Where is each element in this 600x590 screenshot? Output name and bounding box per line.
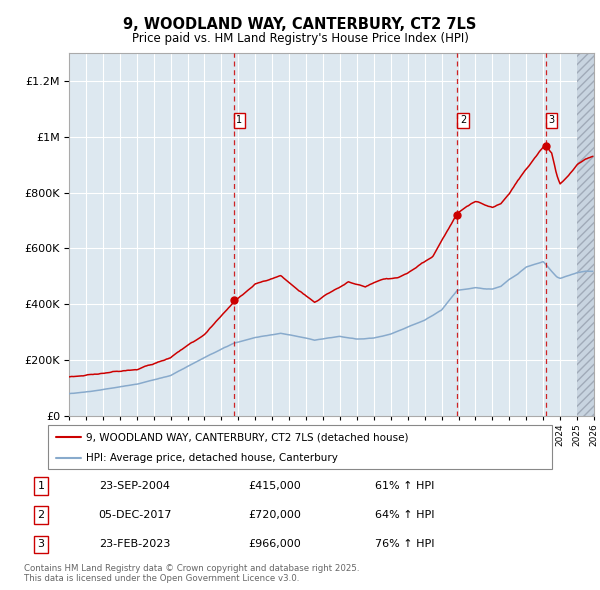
Text: 9, WOODLAND WAY, CANTERBURY, CT2 7LS: 9, WOODLAND WAY, CANTERBURY, CT2 7LS <box>124 17 476 31</box>
Text: 1: 1 <box>38 481 44 491</box>
Text: 1: 1 <box>236 115 242 125</box>
Bar <box>577 53 594 416</box>
Text: 3: 3 <box>38 539 44 549</box>
Text: 23-SEP-2004: 23-SEP-2004 <box>98 481 170 491</box>
Text: £720,000: £720,000 <box>248 510 301 520</box>
Text: 76% ↑ HPI: 76% ↑ HPI <box>375 539 434 549</box>
Text: £415,000: £415,000 <box>248 481 301 491</box>
Text: 64% ↑ HPI: 64% ↑ HPI <box>375 510 434 520</box>
Text: Price paid vs. HM Land Registry's House Price Index (HPI): Price paid vs. HM Land Registry's House … <box>131 32 469 45</box>
Text: HPI: Average price, detached house, Canterbury: HPI: Average price, detached house, Cant… <box>86 453 338 463</box>
Text: This data is licensed under the Open Government Licence v3.0.: This data is licensed under the Open Gov… <box>24 574 299 583</box>
Text: 2: 2 <box>460 115 466 125</box>
Text: 23-FEB-2023: 23-FEB-2023 <box>98 539 170 549</box>
Text: 2: 2 <box>37 510 44 520</box>
Text: 3: 3 <box>548 115 554 125</box>
Text: Contains HM Land Registry data © Crown copyright and database right 2025.: Contains HM Land Registry data © Crown c… <box>24 563 359 572</box>
Text: 61% ↑ HPI: 61% ↑ HPI <box>375 481 434 491</box>
Text: 9, WOODLAND WAY, CANTERBURY, CT2 7LS (detached house): 9, WOODLAND WAY, CANTERBURY, CT2 7LS (de… <box>86 432 409 442</box>
FancyBboxPatch shape <box>48 425 552 469</box>
Text: 05-DEC-2017: 05-DEC-2017 <box>98 510 172 520</box>
Text: £966,000: £966,000 <box>248 539 301 549</box>
